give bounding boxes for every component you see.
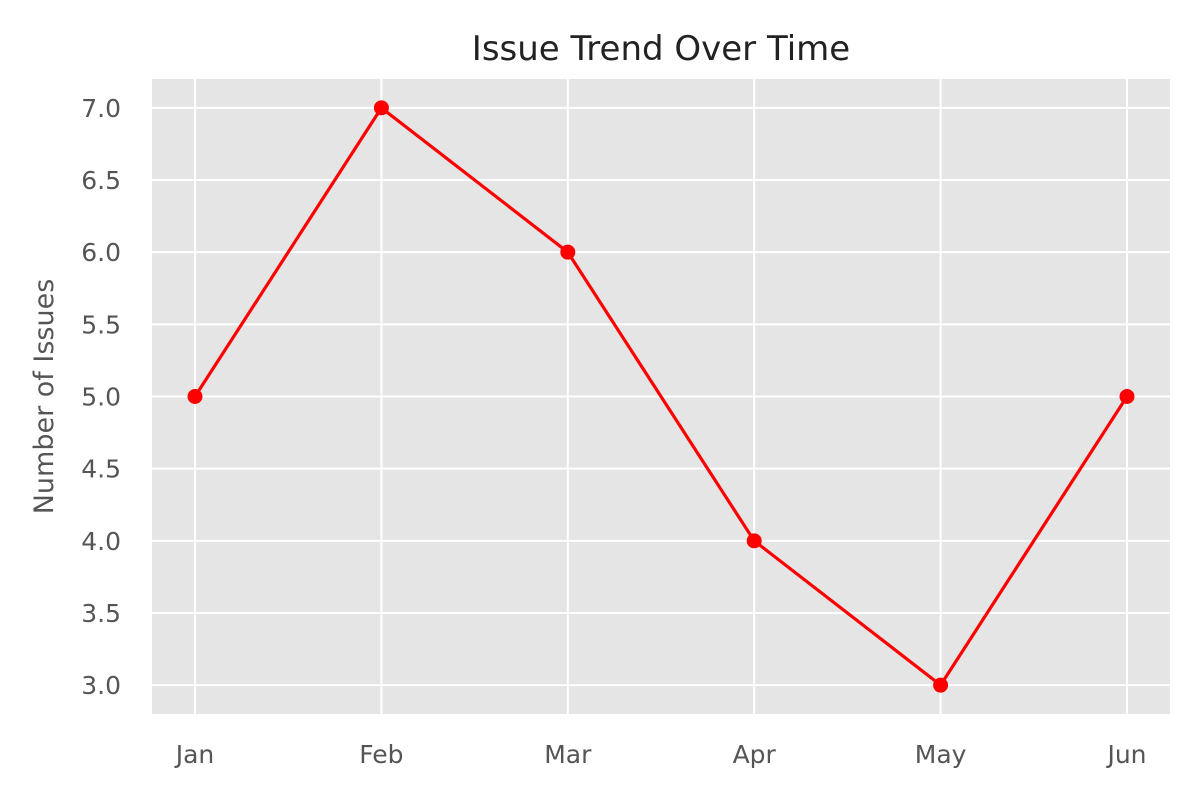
data-point-may: [933, 677, 949, 693]
data-point-apr: [746, 533, 762, 549]
x-tick-label-jan: Jan: [174, 740, 215, 769]
data-point-mar: [560, 244, 576, 260]
y-tick-label: 4.5: [81, 455, 121, 484]
y-tick-label: 5.5: [81, 310, 121, 339]
y-tick-labels: 3.0 3.5 4.0 4.5 5.0 5.5 6.0 6.5 7.0: [81, 94, 121, 700]
x-tick-label-apr: Apr: [733, 740, 777, 769]
data-point-jan: [187, 389, 203, 404]
data-point-jun: [1119, 389, 1135, 404]
y-tick-label: 4.0: [81, 527, 121, 556]
x-tick-label-mar: Mar: [544, 740, 592, 769]
y-axis-label: Number of Issues: [29, 279, 60, 515]
data-point-feb: [373, 100, 389, 116]
chart-title: Issue Trend Over Time: [472, 29, 850, 69]
x-tick-label-feb: Feb: [359, 740, 403, 769]
y-tick-label: 6.0: [81, 238, 121, 267]
x-tick-labels: Jan Feb Mar Apr May Jun: [174, 740, 1147, 769]
series-line: [193, 106, 1129, 687]
y-tick-label: 5.0: [81, 383, 121, 412]
y-tick-label: 3.0: [81, 671, 121, 700]
x-tick-label-jun: Jun: [1105, 740, 1146, 769]
y-tick-label: 6.5: [81, 166, 121, 195]
y-tick-label: 7.0: [81, 94, 121, 123]
y-tick-label: 3.5: [81, 599, 121, 628]
series-layer: [187, 100, 1135, 693]
x-tick-label-may: May: [915, 740, 967, 769]
